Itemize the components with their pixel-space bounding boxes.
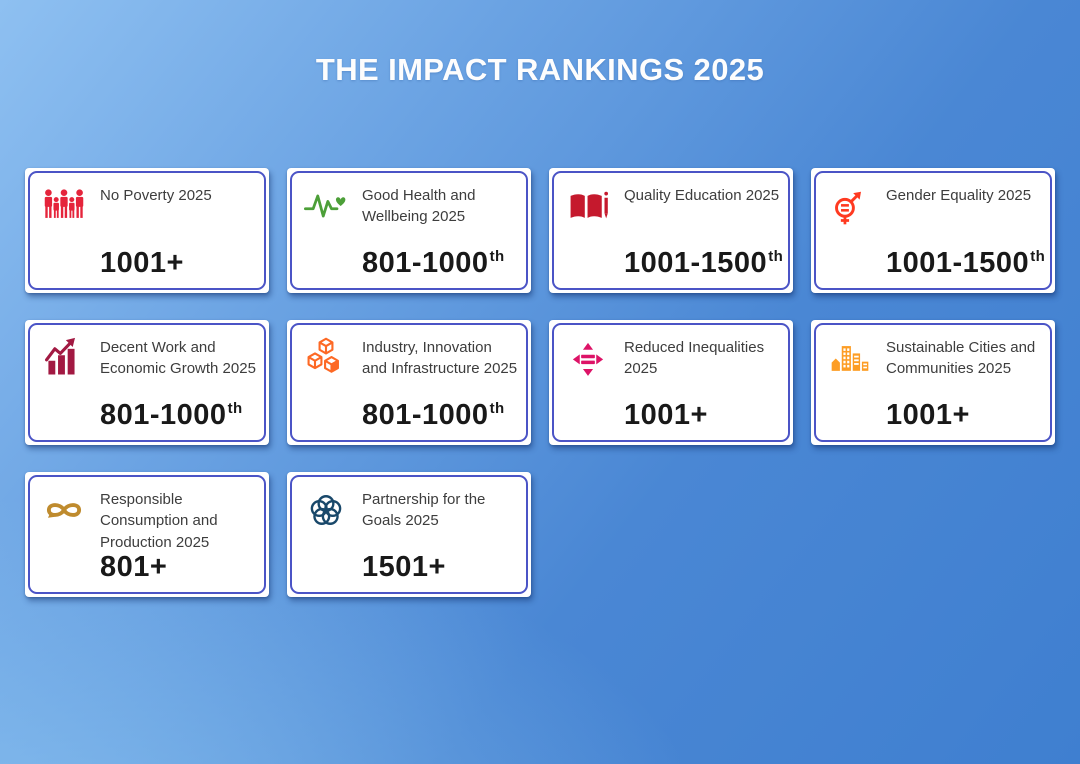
ranking-card-inner: No Poverty 2025 1001+ — [28, 171, 266, 290]
card-title: Quality Education 2025 — [624, 187, 780, 204]
ranking-card[interactable]: Reduced Inequalities 2025 1001+ — [549, 320, 793, 445]
rank-value: 1501+ — [362, 551, 446, 583]
card-rank: 1001+ — [100, 249, 259, 278]
card-rank: 1001+ — [624, 401, 783, 430]
ranking-card-inner: Partnership for the Goals 2025 1501+ — [290, 475, 528, 594]
ranking-card[interactable]: Responsible Consumption and Production 2… — [25, 472, 269, 597]
ranking-card[interactable]: No Poverty 2025 1001+ — [25, 168, 269, 293]
card-title: Good Health and Wellbeing 2025 — [362, 187, 476, 226]
ranking-card-inner: Reduced Inequalities 2025 1001+ — [552, 323, 790, 442]
rank-value: 801-1000 — [362, 247, 489, 279]
sdg10-reduced-inequalities-icon — [566, 336, 610, 380]
ranking-card-inner: Gender Equality 2025 1001-1500th — [814, 171, 1052, 290]
rank-suffix: th — [489, 400, 505, 418]
card-title: Decent Work and Economic Growth 2025 — [100, 339, 256, 378]
sdg1-no-poverty-icon — [42, 184, 86, 228]
card-title: Sustainable Cities and Communities 2025 — [886, 339, 1036, 378]
ranking-card-inner: Responsible Consumption and Production 2… — [28, 475, 266, 594]
card-rank: 801-1000th — [362, 249, 521, 278]
card-rank: 1501+ — [362, 553, 521, 582]
sdg9-industry-innovation-icon — [304, 336, 348, 380]
sdg4-quality-education-icon — [566, 184, 610, 228]
ranking-card-inner: Decent Work and Economic Growth 2025 801… — [28, 323, 266, 442]
card-title: Responsible Consumption and Production 2… — [100, 491, 218, 551]
card-rank: 801-1000th — [100, 401, 259, 430]
sdg12-responsible-consumption-icon — [42, 488, 86, 532]
ranking-card[interactable]: Partnership for the Goals 2025 1501+ — [287, 472, 531, 597]
rank-value: 801-1000 — [362, 399, 489, 431]
card-rank: 1001+ — [886, 401, 1045, 430]
rank-value: 1001+ — [624, 399, 708, 431]
rank-value: 801+ — [100, 551, 168, 583]
card-title: No Poverty 2025 — [100, 187, 212, 204]
ranking-card[interactable]: Sustainable Cities and Communities 2025 … — [811, 320, 1055, 445]
sdg8-decent-work-icon — [42, 336, 86, 380]
ranking-card[interactable]: Good Health and Wellbeing 2025 801-1000t… — [287, 168, 531, 293]
rank-suffix: th — [1030, 248, 1046, 266]
cards-grid: No Poverty 2025 1001+ Good Health and We… — [25, 168, 1055, 597]
ranking-card[interactable]: Gender Equality 2025 1001-1500th — [811, 168, 1055, 293]
ranking-card[interactable]: Industry, Innovation and Infrastructure … — [287, 320, 531, 445]
page-title: THE IMPACT RANKINGS 2025 — [315, 52, 765, 87]
sdg5-gender-equality-icon — [828, 184, 872, 228]
ranking-card[interactable]: Decent Work and Economic Growth 2025 801… — [25, 320, 269, 445]
card-title: Gender Equality 2025 — [886, 187, 1032, 204]
sdg17-partnership-goals-icon — [304, 488, 348, 532]
rank-value: 801-1000 — [100, 399, 227, 431]
ranking-card-inner: Industry, Innovation and Infrastructure … — [290, 323, 528, 442]
card-rank: 1001-1500th — [886, 249, 1045, 278]
rank-value: 1001-1500 — [886, 247, 1030, 279]
rank-value: 1001+ — [100, 247, 184, 279]
card-rank: 801-1000th — [362, 401, 521, 430]
ranking-card-inner: Sustainable Cities and Communities 2025 … — [814, 323, 1052, 442]
card-title: Reduced Inequalities 2025 — [624, 339, 765, 378]
card-rank: 801+ — [100, 553, 259, 582]
rank-suffix: th — [227, 400, 243, 418]
rank-value: 1001-1500 — [624, 247, 768, 279]
card-rank: 1001-1500th — [624, 249, 783, 278]
rank-suffix: th — [768, 248, 784, 266]
rank-value: 1001+ — [886, 399, 970, 431]
sdg3-good-health-icon — [304, 184, 348, 228]
ranking-card[interactable]: Quality Education 2025 1001-1500th — [549, 168, 793, 293]
card-title: Partnership for the Goals 2025 — [362, 491, 486, 530]
card-title: Industry, Innovation and Infrastructure … — [362, 339, 518, 378]
rank-suffix: th — [489, 248, 505, 266]
ranking-card-inner: Good Health and Wellbeing 2025 801-1000t… — [290, 171, 528, 290]
ranking-card-inner: Quality Education 2025 1001-1500th — [552, 171, 790, 290]
sdg11-sustainable-cities-icon — [828, 336, 872, 380]
